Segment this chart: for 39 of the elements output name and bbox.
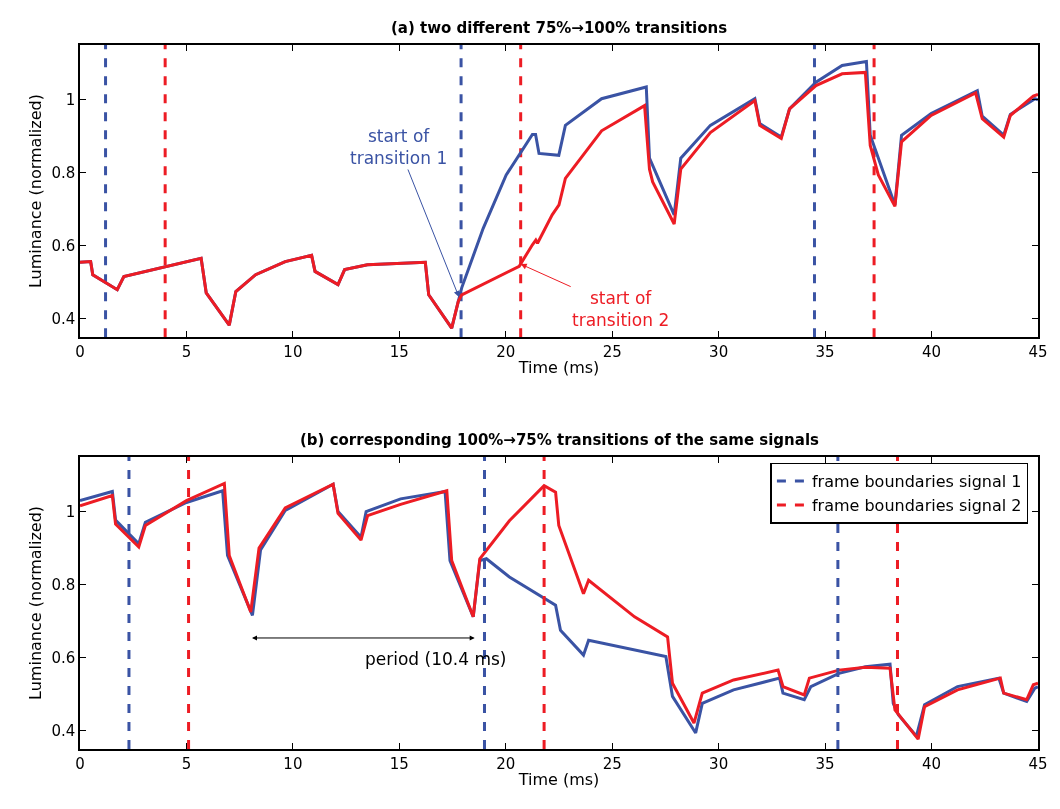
x-tick-label: 45 [1028, 342, 1048, 361]
x-tick-label: 5 [181, 342, 192, 361]
x-tick-label: 10 [283, 342, 303, 361]
x-tick-label: 20 [496, 754, 516, 773]
chart-title: (a) two different 75%→100% transitions [391, 19, 728, 37]
legend-label: frame boundaries signal 2 [811, 496, 1022, 516]
y-axis-title: Luminance (normalized) [25, 94, 45, 289]
y-tick-label: 0.6 [51, 648, 76, 667]
y-tick-label: 0.8 [51, 575, 76, 594]
x-tick-label: 0 [75, 754, 85, 773]
y-tick-label: 1 [65, 91, 76, 110]
y-tick-label: 0.4 [51, 721, 76, 740]
x-tick-label: 35 [815, 754, 835, 773]
annotation: start of transition 2 [572, 288, 670, 331]
annotation: period (10.4 ms) [365, 649, 507, 669]
x-tick-label: 5 [181, 754, 192, 773]
x-tick-label: 30 [709, 342, 729, 361]
x-tick-label: 40 [922, 754, 942, 773]
x-tick-label: 0 [75, 342, 85, 361]
x-tick-label: 15 [389, 754, 409, 773]
x-tick-label: 25 [602, 754, 622, 773]
x-tick-label: 15 [389, 342, 409, 361]
x-tick-label: 30 [709, 754, 729, 773]
x-axis-title: Time (ms) [517, 769, 600, 789]
legend-label: frame boundaries signal 1 [811, 472, 1022, 492]
y-tick-label: 1 [65, 502, 76, 521]
chart-title: (b) corresponding 100%→75% transitions of the same signals [300, 431, 820, 449]
x-tick-label: 20 [496, 342, 516, 361]
annotation: start of transition 1 [350, 126, 448, 169]
y-axis-title: Luminance (normalized) [25, 505, 45, 700]
x-tick-label: 45 [1028, 754, 1048, 773]
y-tick-label: 0.6 [51, 237, 76, 256]
x-tick-label: 10 [283, 754, 303, 773]
y-tick-label: 0.4 [51, 310, 76, 329]
x-tick-label: 40 [922, 342, 942, 361]
x-tick-label: 25 [602, 342, 622, 361]
x-tick-label: 35 [815, 342, 835, 361]
x-axis-title: Time (ms) [517, 358, 600, 378]
y-tick-label: 0.8 [51, 164, 76, 183]
